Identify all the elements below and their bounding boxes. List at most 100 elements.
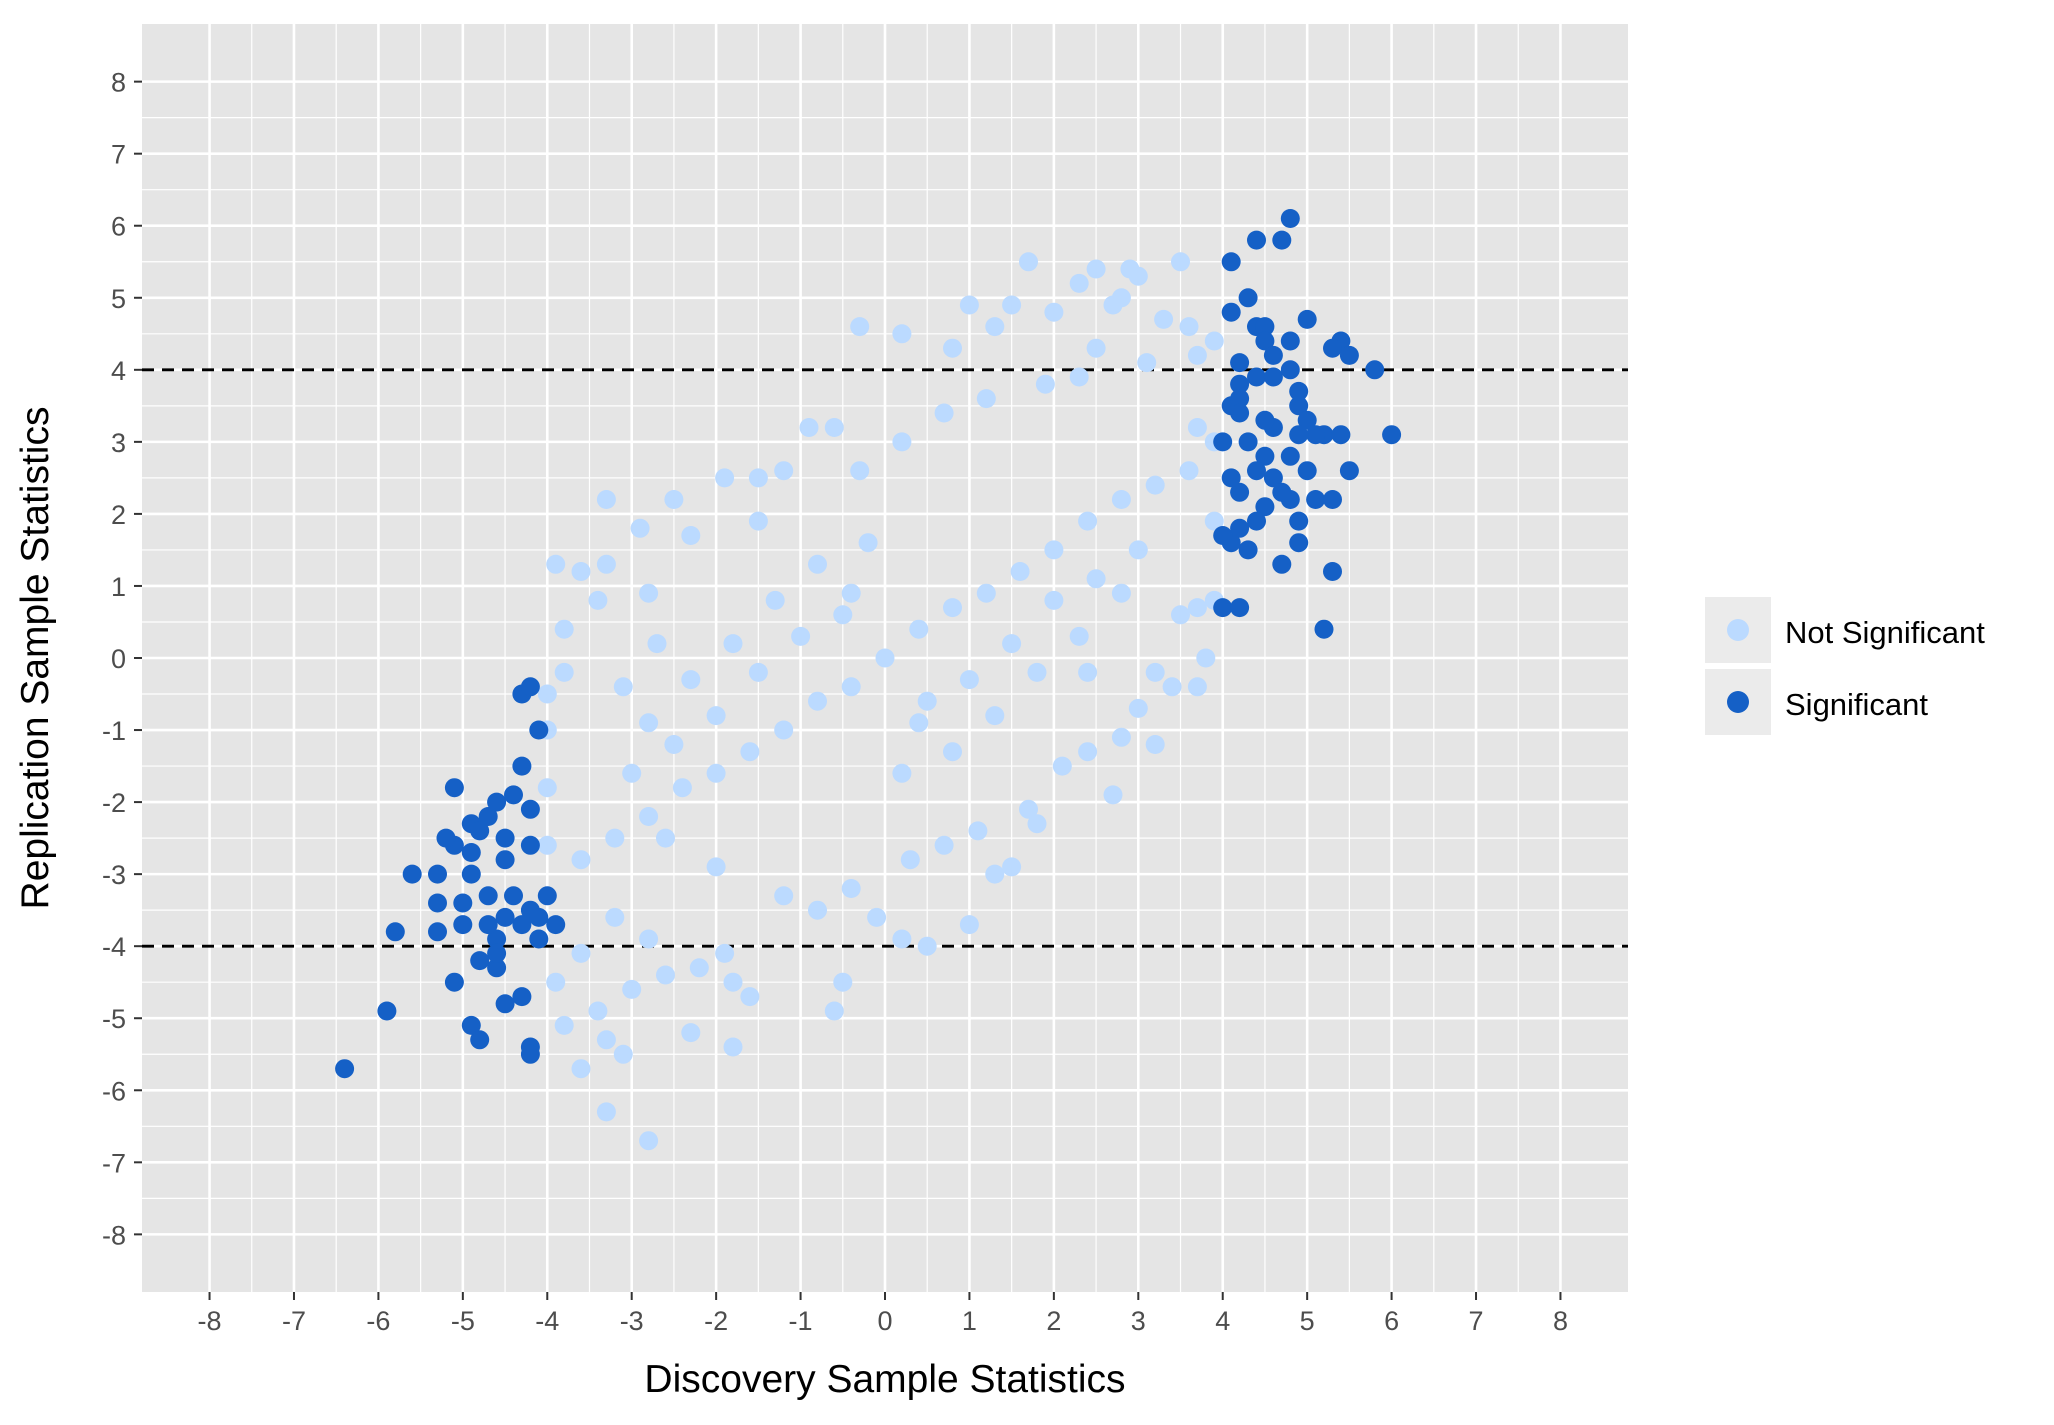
point-not-significant (774, 720, 794, 740)
point-significant (487, 943, 507, 963)
point-significant (470, 821, 490, 841)
point-significant (1247, 511, 1266, 531)
point-not-significant (799, 418, 819, 437)
point-not-significant (1137, 353, 1157, 373)
point-not-significant (571, 943, 591, 963)
point-not-significant (976, 389, 996, 409)
point-significant (461, 1015, 481, 1035)
point-significant (1339, 345, 1359, 365)
point-not-significant (943, 338, 962, 358)
point-not-significant (943, 742, 962, 762)
point-not-significant (808, 554, 827, 574)
point-not-significant (554, 1015, 574, 1035)
point-significant (487, 792, 507, 812)
point-not-significant (588, 590, 608, 610)
point-significant (470, 1030, 490, 1050)
point-not-significant (596, 490, 616, 509)
x-tick-label: 2 (1046, 1306, 1061, 1336)
point-not-significant (875, 648, 895, 668)
point-significant (1255, 317, 1275, 337)
point-not-significant (723, 972, 743, 992)
point-not-significant (715, 943, 735, 963)
y-tick-label: -7 (102, 1148, 126, 1178)
point-significant (495, 907, 515, 927)
point-significant (520, 1044, 540, 1064)
x-tick-label: -3 (620, 1306, 644, 1336)
point-not-significant (546, 554, 566, 574)
point-not-significant (1187, 418, 1207, 437)
point-significant (1238, 432, 1258, 452)
point-significant (529, 720, 549, 740)
y-tick-label: -2 (102, 788, 126, 818)
point-not-significant (748, 662, 768, 682)
point-significant (444, 972, 464, 992)
point-not-significant (858, 533, 878, 553)
point-significant (1323, 562, 1342, 581)
point-not-significant (841, 583, 861, 603)
point-significant (495, 994, 515, 1014)
point-significant (478, 807, 498, 826)
point-not-significant (900, 850, 920, 870)
point-not-significant (968, 821, 988, 841)
point-significant (1230, 482, 1250, 502)
point-not-significant (554, 619, 574, 639)
point-not-significant (808, 691, 827, 711)
point-not-significant (1103, 785, 1123, 805)
point-not-significant (1111, 490, 1131, 509)
point-not-significant (706, 763, 726, 783)
x-tick-label: -5 (451, 1306, 475, 1336)
point-not-significant (571, 850, 591, 870)
point-not-significant (1111, 583, 1131, 603)
series-not-significant (537, 252, 1224, 1151)
point-not-significant (808, 900, 827, 920)
legend-swatch-not-significant (1727, 619, 1749, 641)
point-not-significant (841, 879, 861, 898)
point-not-significant (723, 1037, 743, 1057)
point-not-significant (833, 972, 853, 992)
point-significant (1221, 302, 1241, 322)
point-significant (1297, 410, 1317, 430)
point-not-significant (613, 1044, 633, 1064)
point-not-significant (892, 432, 912, 452)
point-not-significant (1204, 511, 1224, 531)
point-not-significant (934, 835, 954, 855)
point-not-significant (596, 1102, 616, 1122)
point-not-significant (943, 598, 962, 618)
y-tick-label: 6 (111, 212, 126, 242)
point-not-significant (959, 670, 979, 690)
point-significant (335, 1059, 355, 1079)
point-not-significant (1044, 590, 1064, 610)
point-significant (495, 850, 515, 870)
y-tick-label: 2 (111, 500, 126, 530)
x-tick-label: 3 (1131, 1306, 1146, 1336)
point-not-significant (1086, 569, 1106, 589)
point-significant (453, 893, 473, 913)
point-not-significant (1010, 562, 1030, 581)
point-not-significant (1078, 511, 1098, 531)
point-significant (504, 886, 523, 906)
point-significant (1280, 331, 1300, 351)
point-not-significant (613, 677, 633, 697)
point-significant (1247, 230, 1266, 250)
y-tick-label: -4 (102, 932, 126, 962)
point-significant (1339, 461, 1359, 481)
point-not-significant (588, 1001, 608, 1021)
point-significant (1238, 288, 1258, 308)
point-significant (1280, 360, 1300, 380)
point-not-significant (985, 864, 1005, 884)
point-not-significant (639, 929, 659, 949)
point-not-significant (664, 490, 684, 509)
point-not-significant (740, 742, 760, 762)
point-significant (1306, 425, 1326, 445)
point-not-significant (1196, 648, 1216, 668)
point-significant (1230, 389, 1250, 409)
point-not-significant (824, 1001, 844, 1021)
legend: Not Significant Significant (1705, 597, 1985, 735)
point-not-significant (1044, 540, 1064, 560)
point-significant (402, 864, 422, 884)
y-tick-label: 8 (111, 68, 126, 98)
point-not-significant (1145, 475, 1165, 495)
point-significant (1263, 468, 1283, 488)
